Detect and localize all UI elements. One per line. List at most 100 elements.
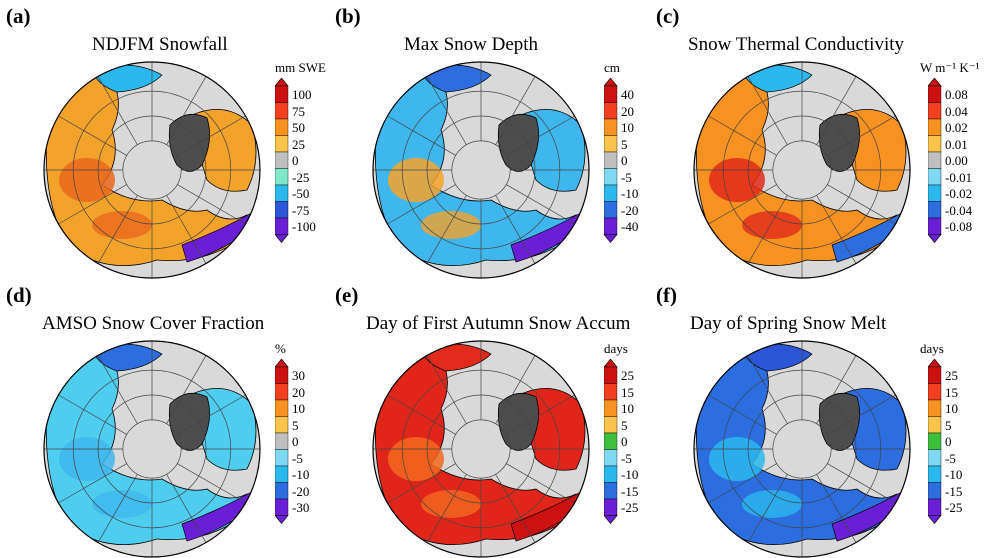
meridian-line: [387, 115, 456, 156]
colorbar-tick-label: -10: [621, 467, 639, 483]
colorbar-tick-label: 10: [621, 401, 634, 417]
colorbar-swatch: [275, 102, 289, 120]
colorbar-arrow-bottom: [275, 234, 289, 243]
colorbar-swatch: [275, 184, 289, 202]
colorbar-swatch: [275, 85, 289, 103]
colorbar-swatch: [275, 201, 289, 219]
colorbar-swatch: [928, 366, 942, 384]
colorbar-tick-label: -25: [292, 169, 310, 185]
colorbar-swatch: [928, 151, 942, 169]
colorbar-tick-label: 30: [292, 368, 305, 384]
colorbar-swatch: [275, 135, 289, 153]
meridian-line: [827, 184, 896, 225]
meridian-line: [426, 195, 467, 264]
meridian-line: [166, 76, 207, 145]
colorbar-tick-label: -20: [292, 483, 310, 499]
meridian-line: [426, 76, 467, 145]
colorbar-tick-label: 15: [945, 384, 958, 400]
colorbar-tick-label: 5: [292, 417, 299, 433]
colorbar-tick-label: 10: [621, 120, 634, 136]
colorbar-swatch: [928, 383, 942, 401]
land-anomaly-patch: [421, 211, 481, 239]
meridian-line: [58, 463, 127, 504]
colorbar-swatch: [604, 135, 618, 153]
colorbar-tick-label: -5: [945, 450, 956, 466]
polar-map: [372, 340, 590, 558]
colorbar-tick-label: -10: [945, 467, 963, 483]
colorbar-swatch: [928, 85, 942, 103]
colorbar-unit: days: [604, 341, 628, 356]
panel-letter: (d): [6, 283, 32, 307]
colorbar-swatch: [928, 432, 942, 450]
meridian-line: [166, 474, 207, 543]
colorbar-arrow-top: [275, 359, 289, 368]
colorbar-arrow-top: [928, 359, 942, 368]
colorbar-swatch: [604, 465, 618, 483]
polar-map: [693, 340, 911, 558]
meridian-line: [827, 115, 896, 156]
colorbar-tick-label: 40: [621, 87, 634, 103]
map-outline: [372, 340, 590, 558]
greenland: [168, 392, 210, 451]
meridian-line: [97, 195, 138, 264]
colorbar-swatch: [275, 118, 289, 136]
panel-letter: (f): [656, 283, 677, 307]
meridian-line: [166, 355, 207, 424]
panel-title: NDJFM Snowfall: [92, 34, 228, 55]
colorbar-tick-label: 50: [292, 120, 305, 136]
colorbar-swatch: [604, 416, 618, 434]
map-outline: [43, 340, 261, 558]
colorbar-swatches: [928, 359, 942, 524]
colorbar-arrow-bottom: [604, 234, 618, 243]
colorbar-tick-label: 0.02: [945, 120, 968, 136]
meridian-line: [387, 463, 456, 504]
colorbar-unit: days: [920, 341, 944, 356]
colorbar-swatch: [928, 482, 942, 500]
panel-letter: (b): [335, 4, 361, 28]
colorbar-tick-label: -5: [292, 450, 303, 466]
colorbar-swatches: [928, 78, 942, 243]
colorbar-swatch: [275, 482, 289, 500]
colorbar-arrow-bottom: [275, 515, 289, 524]
meridian-line: [816, 76, 857, 145]
colorbar-swatch: [604, 217, 618, 235]
colorbar-tick-label: -20: [621, 202, 639, 218]
land-anomaly-patch: [92, 211, 152, 239]
colorbar-tick-label: -75: [292, 202, 310, 218]
land-anomaly-patch: [510, 209, 589, 263]
colorbar-tick-label: 100: [292, 87, 312, 103]
colorbar-arrow-top: [275, 78, 289, 87]
colorbar-swatch: [275, 366, 289, 384]
meridian-line: [708, 463, 777, 504]
meridian-line: [387, 394, 456, 435]
polar-map: [372, 61, 590, 279]
meridian-line: [495, 474, 536, 543]
colorbar-swatches: [604, 78, 618, 243]
colorbar-swatches: [275, 78, 289, 243]
colorbar-swatch: [928, 168, 942, 186]
map-panel: (e) Day of First Autumn Snow Accum days 25 1…: [329, 279, 658, 558]
colorbar-tick-label: -15: [621, 483, 639, 499]
meridian-line: [816, 195, 857, 264]
meridian-line: [495, 195, 536, 264]
colorbar-tick-label: 5: [945, 417, 952, 433]
meridian-line: [506, 115, 575, 156]
meridian-line: [506, 394, 575, 435]
colorbar-swatch: [275, 465, 289, 483]
colorbar-swatch: [928, 449, 942, 467]
colorbar-tick-label: 0.08: [945, 87, 968, 103]
colorbar-tick-label: 0.01: [945, 136, 968, 152]
colorbar-swatch: [275, 416, 289, 434]
land-anomaly-patch: [831, 488, 910, 542]
colorbar-tick-label: 0: [621, 153, 628, 169]
colorbar-swatch: [604, 201, 618, 219]
colorbar-swatch: [604, 102, 618, 120]
panel-title: Max Snow Depth: [404, 34, 539, 55]
colorbar-tick-label: -10: [292, 467, 310, 483]
colorbar-swatch: [604, 85, 618, 103]
colorbar-swatch: [928, 416, 942, 434]
meridian-line: [97, 474, 138, 543]
colorbar-swatches: [604, 359, 618, 524]
map-panel: (d) AMSO Snow Cover Fraction% 30 20 10 5 0 -5 -1…: [0, 279, 329, 558]
colorbar-tick-label: -25: [621, 500, 639, 516]
